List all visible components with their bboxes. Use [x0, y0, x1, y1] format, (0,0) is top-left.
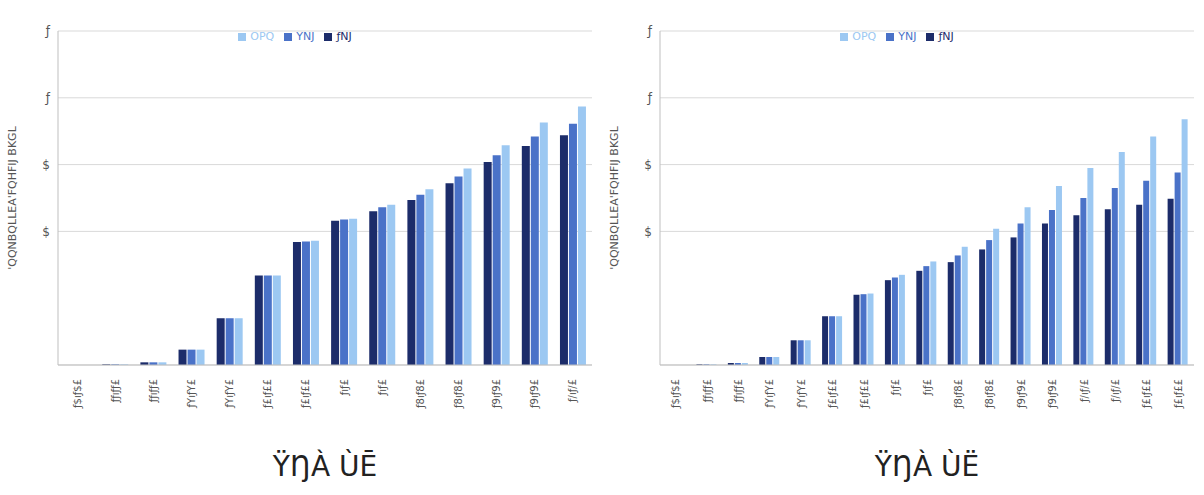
svg-text:ƒ: ƒ	[45, 91, 51, 105]
svg-text:ƒYıƒY£: ƒYıƒY£	[764, 379, 775, 408]
svg-text:ƒıƒ£: ƒıƒ£	[377, 379, 388, 396]
svg-text:ƒYıƒY£: ƒYıƒY£	[186, 379, 197, 408]
svg-text:ƒıƒ£: ƒıƒ£	[339, 379, 350, 396]
svg-text:$: $	[644, 158, 652, 172]
svg-text:ƒ: ƒ	[647, 24, 653, 38]
svg-text:ƒ$ıƒ$£: ƒ$ıƒ$£	[670, 379, 681, 409]
svg-text:ƒ£ıƒ££: ƒ£ıƒ££	[1141, 379, 1152, 409]
svg-text:ƒ: ƒ	[45, 24, 51, 38]
svg-text:ƒ8ıƒ8£: ƒ8ıƒ8£	[415, 379, 426, 409]
svg-text:ƒ9ıƒ9£: ƒ9ıƒ9£	[529, 379, 540, 409]
svg-text:ƒYıƒY£: ƒYıƒY£	[224, 379, 235, 408]
svg-text:$: $	[42, 225, 50, 239]
svg-text:$: $	[42, 158, 50, 172]
svg-text:ƒ: ƒ	[647, 91, 653, 105]
svg-text:ƒYıƒY£: ƒYıƒY£	[796, 379, 807, 408]
svg-text:ƒ£ıƒ££: ƒ£ıƒ££	[262, 379, 273, 409]
svg-text:ƒıƒ£: ƒıƒ£	[922, 379, 933, 396]
html-text:OPQ: OPQ	[852, 30, 877, 43]
svg-text:ƒ8ıƒ8£: ƒ8ıƒ8£	[984, 379, 995, 409]
svg-text:ƒ£ıƒ££: ƒ£ıƒ££	[300, 379, 311, 409]
html-text:ŸŊÀ ÙĒ: ŸŊÀ ÙĒ	[272, 450, 378, 483]
svg-text:ƒ/ıƒ/£: ƒ/ıƒ/£	[1110, 379, 1121, 403]
svg-text:ƒ9ıƒ9£: ƒ9ıƒ9£	[1047, 379, 1058, 409]
svg-text:ƒ£ıƒ££: ƒ£ıƒ££	[1173, 379, 1184, 409]
svg-text:ƒ8ıƒ8£: ƒ8ıƒ8£	[953, 379, 964, 409]
svg-text:ƒ8ıƒ8£: ƒ8ıƒ8£	[453, 379, 464, 409]
svg-text:ƒƒıƒƒ£: ƒƒıƒƒ£	[702, 379, 713, 403]
svg-text:ƒ9ıƒ9£: ƒ9ıƒ9£	[491, 379, 502, 409]
svg-text:ƒƒıƒƒ£: ƒƒıƒƒ£	[110, 379, 121, 403]
html-text:ŸŊÀ ÙË: ŸŊÀ ÙË	[874, 450, 980, 483]
svg-text:ƒıƒ£: ƒıƒ£	[890, 379, 901, 396]
svg-text:$: $	[644, 225, 652, 239]
html-text:YNJ: YNJ	[296, 30, 315, 43]
svg-text:ƒ£ıƒ££: ƒ£ıƒ££	[859, 379, 870, 409]
svg-text:ƒ£ıƒ££: ƒ£ıƒ££	[827, 379, 838, 409]
svg-text:'QQNBQLLEA'FQHFIJ BKGL: 'QQNBQLLEA'FQHFIJ BKGL	[608, 125, 621, 269]
html-text:YNJ: YNJ	[898, 30, 917, 43]
svg-text:ƒ/ıƒ/£: ƒ/ıƒ/£	[1079, 379, 1090, 403]
svg-text:ƒƒıƒƒ£: ƒƒıƒƒ£	[733, 379, 744, 403]
html-text:OPQ: OPQ	[250, 30, 275, 43]
svg-text:ƒ/ıƒ/£: ƒ/ıƒ/£	[567, 379, 578, 403]
svg-text:'QQNBQLLEA'FQHFIJ BKGL: 'QQNBQLLEA'FQHFIJ BKGL	[8, 125, 19, 269]
svg-text:ƒ$ıƒ$£: ƒ$ıƒ$£	[72, 379, 83, 409]
svg-text:ƒ9ıƒ9£: ƒ9ıƒ9£	[1016, 379, 1027, 409]
html-text:ƒNJ: ƒNJ	[938, 30, 954, 43]
svg-text:ƒƒıƒƒ£: ƒƒıƒƒ£	[148, 379, 159, 403]
html-text:ƒNJ: ƒNJ	[336, 30, 352, 43]
